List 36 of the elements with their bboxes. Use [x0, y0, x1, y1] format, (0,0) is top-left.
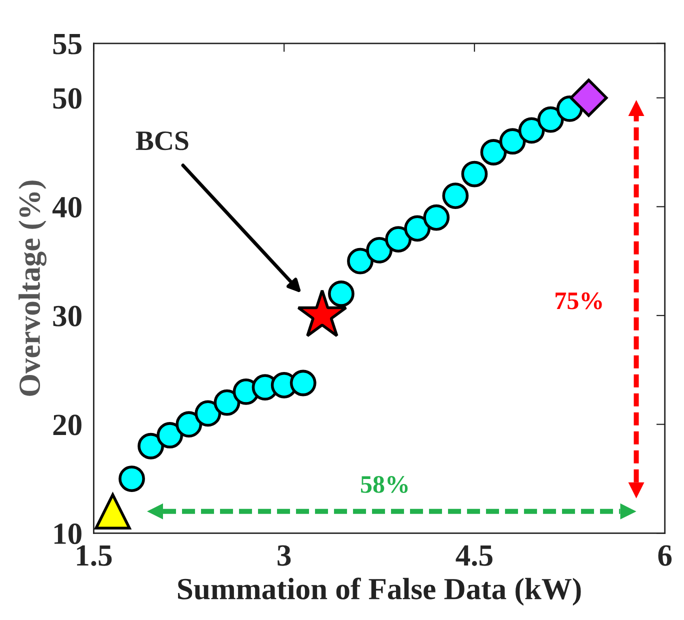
point [176, 411, 202, 438]
point [404, 215, 431, 242]
point [118, 466, 145, 492]
point [194, 400, 222, 427]
y-tick-label: 55 [53, 34, 82, 54]
point [570, 78, 608, 117]
point [138, 432, 164, 460]
point [347, 248, 374, 274]
point [156, 422, 184, 448]
point [537, 106, 564, 133]
x-tick-label: 4.5 [456, 545, 492, 566]
point [94, 493, 131, 530]
y-tick-label: 40 [52, 196, 82, 218]
annotation: BCS [136, 131, 188, 150]
y-tick-label: 30 [53, 306, 82, 326]
point [480, 139, 507, 166]
point [423, 204, 450, 231]
point [461, 160, 488, 188]
y-tick-label: 10 [54, 523, 82, 544]
point [366, 237, 392, 264]
point [328, 280, 354, 307]
x-tick-label: 3 [278, 545, 291, 566]
point [290, 370, 316, 396]
point [214, 389, 240, 416]
x-tick-label: 6 [658, 545, 672, 566]
x-axis-title: Summation of False Data (kW) [178, 578, 581, 606]
point [442, 182, 469, 209]
y-tick-label: 20 [53, 414, 82, 436]
y-axis-title: Overvoltage (%) [18, 180, 46, 396]
y-tick-label: 50 [53, 88, 82, 109]
point [385, 226, 412, 253]
annotation: 75% [556, 292, 602, 310]
x-tick-label: 1.5 [77, 545, 112, 566]
annotation: 58% [360, 476, 408, 494]
point [518, 117, 545, 144]
point [499, 128, 526, 155]
